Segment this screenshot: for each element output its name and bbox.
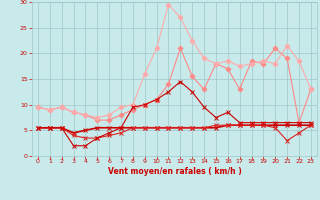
X-axis label: Vent moyen/en rafales ( km/h ): Vent moyen/en rafales ( km/h ) [108, 167, 241, 176]
